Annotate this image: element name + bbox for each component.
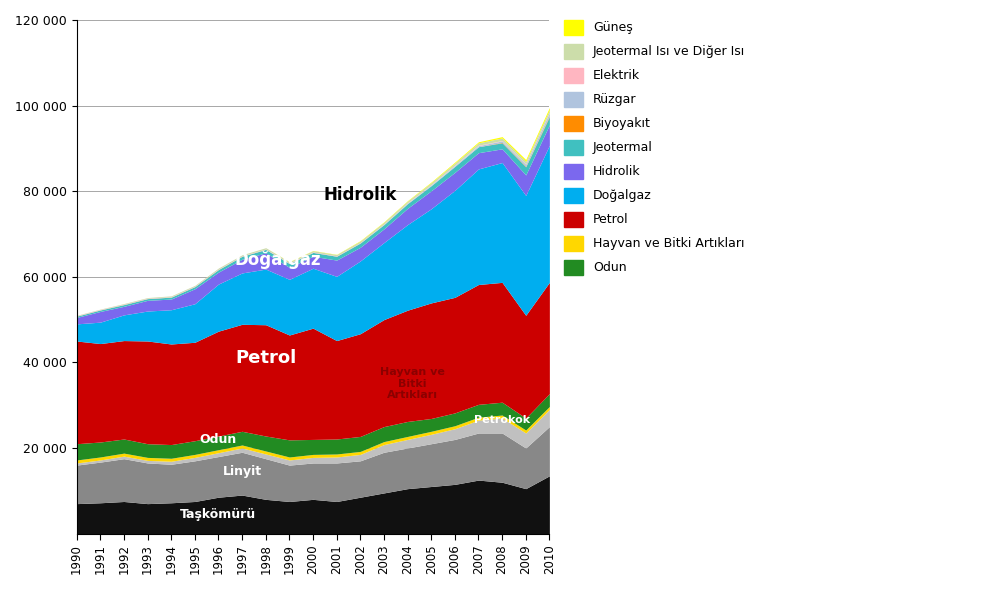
- Text: Petrol: Petrol: [235, 349, 296, 367]
- Text: Doğalgaz: Doğalgaz: [234, 251, 320, 269]
- Text: Odun: Odun: [200, 433, 237, 446]
- Text: Hayvan ve
Bitki
Artıkları: Hayvan ve Bitki Artıkları: [379, 367, 444, 401]
- Text: Linyit: Linyit: [222, 465, 261, 478]
- Text: Hidrolik: Hidrolik: [323, 187, 397, 204]
- Legend: Güneş, Jeotermal Isı ve Diğer Isı, Elektrik, Rüzgar, Biyoyakıt, Jeotermal, Hidro: Güneş, Jeotermal Isı ve Diğer Isı, Elekt…: [560, 16, 749, 279]
- Text: Petrokok: Petrokok: [474, 415, 530, 425]
- Text: Taşkömürü: Taşkömürü: [180, 508, 257, 521]
